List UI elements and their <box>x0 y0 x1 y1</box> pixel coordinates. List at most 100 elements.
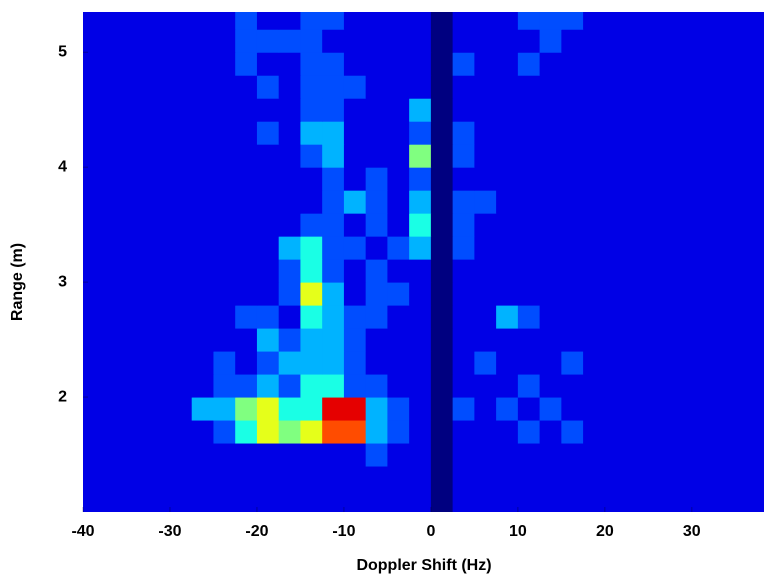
heatmap-cell <box>517 98 541 122</box>
heatmap-cell <box>83 259 106 283</box>
heatmap-cell <box>626 144 649 168</box>
heatmap-cell <box>670 144 693 168</box>
heatmap-cell <box>452 489 475 512</box>
heatmap-cell <box>691 52 715 76</box>
heatmap-cell <box>278 121 301 145</box>
heatmap-cell <box>626 121 649 145</box>
heatmap-cell <box>735 374 758 398</box>
heatmap-cell <box>148 236 171 260</box>
heatmap-cell <box>365 167 388 191</box>
heatmap-cell <box>300 259 323 283</box>
heatmap-cell <box>713 75 736 99</box>
heatmap-cell <box>235 282 258 306</box>
heatmap-cell <box>496 282 519 306</box>
heatmap-cell <box>83 236 106 260</box>
heatmap-cell <box>213 236 236 260</box>
heatmap-cell <box>148 282 171 306</box>
heatmap-cell <box>430 75 454 99</box>
heatmap-cell <box>148 259 171 283</box>
heatmap-cell <box>104 121 127 145</box>
heatmap-cell <box>648 328 671 352</box>
heatmap-cell <box>691 12 715 30</box>
heatmap-cell <box>322 52 345 76</box>
heatmap-cell <box>735 52 758 76</box>
heatmap-cell <box>300 489 323 512</box>
heatmap-cell <box>365 29 388 53</box>
heatmap-cell <box>626 259 649 283</box>
heatmap-cell <box>452 98 475 122</box>
heatmap-cell <box>235 98 258 122</box>
heatmap-cell <box>474 305 497 329</box>
heatmap-cell <box>539 236 562 260</box>
heatmap-cell <box>104 420 127 444</box>
heatmap-cell <box>104 397 127 421</box>
heatmap-cell <box>148 420 171 444</box>
heatmap-cell <box>691 489 715 512</box>
heatmap-cell <box>713 282 736 306</box>
heatmap-cell <box>322 190 345 214</box>
heatmap-cell <box>343 305 367 329</box>
heatmap-cell <box>583 420 606 444</box>
heatmap-cell <box>539 52 562 76</box>
heatmap-cell <box>300 282 323 306</box>
heatmap-cell <box>430 420 454 444</box>
heatmap-cell <box>126 489 149 512</box>
heatmap-cell <box>496 75 519 99</box>
heatmap-cell <box>604 443 628 467</box>
heatmap-cell <box>713 144 736 168</box>
heatmap-cell <box>691 282 715 306</box>
heatmap-cell <box>517 489 541 512</box>
heatmap-cell <box>343 236 367 260</box>
heatmap-cell <box>626 98 649 122</box>
heatmap-cell <box>648 98 671 122</box>
heatmap-cell <box>322 282 345 306</box>
heatmap-cell <box>387 236 410 260</box>
heatmap-cell <box>169 75 193 99</box>
heatmap-cell <box>278 374 301 398</box>
heatmap-cell <box>474 443 497 467</box>
heatmap-cell <box>104 282 127 306</box>
heatmap-cell <box>387 12 410 30</box>
heatmap-cell <box>583 305 606 329</box>
heatmap-cell <box>474 236 497 260</box>
heatmap-cell <box>474 98 497 122</box>
heatmap-cell <box>735 420 758 444</box>
heatmap-cell <box>322 328 345 352</box>
heatmap-cell <box>517 121 541 145</box>
heatmap-cell <box>735 75 758 99</box>
heatmap-cell <box>561 144 584 168</box>
heatmap-cell <box>713 213 736 237</box>
heatmap-cell <box>343 75 367 99</box>
heatmap-cell <box>626 52 649 76</box>
heatmap-cell <box>517 397 541 421</box>
heatmap-cell <box>496 259 519 283</box>
heatmap-cell <box>213 167 236 191</box>
heatmap-cell <box>561 259 584 283</box>
heatmap-cell <box>148 397 171 421</box>
heatmap-cell <box>430 351 454 375</box>
heatmap-cell <box>713 328 736 352</box>
heatmap-cell <box>583 190 606 214</box>
heatmap-cell <box>365 259 388 283</box>
heatmap-cell <box>256 12 280 30</box>
heatmap-cell <box>452 213 475 237</box>
heatmap-cell <box>300 190 323 214</box>
heatmap-cell <box>561 443 584 467</box>
heatmap-cell <box>104 466 127 490</box>
heatmap-cell <box>256 374 280 398</box>
heatmap-cell <box>648 167 671 191</box>
heatmap-cell <box>757 282 764 306</box>
heatmap-cell <box>539 167 562 191</box>
y-tick-label: 4 <box>58 158 67 175</box>
heatmap-cell <box>604 328 628 352</box>
heatmap-cell <box>604 420 628 444</box>
heatmap-cell <box>539 397 562 421</box>
heatmap-cell <box>474 489 497 512</box>
heatmap-cell <box>104 75 127 99</box>
heatmap-cell <box>496 167 519 191</box>
heatmap-cell <box>213 420 236 444</box>
heatmap-cell <box>604 282 628 306</box>
heatmap-cell <box>517 420 541 444</box>
heatmap-cell <box>256 52 280 76</box>
